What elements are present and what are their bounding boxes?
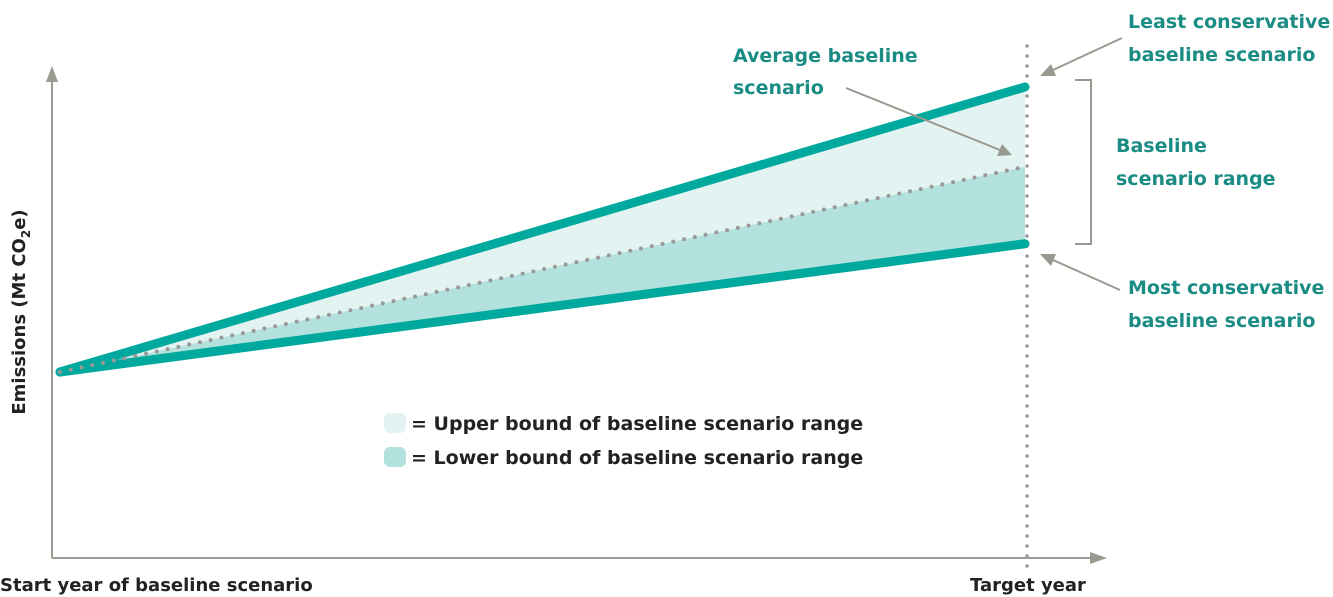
least-conservative-label-line2: baseline scenario [1128, 44, 1315, 66]
legend-lower-text: = Lower bound of baseline scenario range [411, 447, 863, 469]
scenario-range-label-line1: Baseline [1116, 135, 1207, 157]
average-scenario-label-line1: Average baseline [733, 45, 918, 67]
legend-upper-text: = Upper bound of baseline scenario range [411, 413, 863, 435]
average-scenario-label-line2: scenario [733, 77, 824, 99]
legend: = Upper bound of baseline scenario range… [384, 413, 863, 469]
average-scenario-dotted-line [58, 164, 1027, 374]
legend-swatch-lower [384, 447, 406, 467]
legend-swatch-upper [384, 413, 406, 433]
least-conservative-arrowhead [1040, 64, 1056, 76]
y-axis-label-subscript: 2 [19, 230, 33, 238]
average-arrowhead [997, 144, 1012, 156]
baseline-range-bracket [1075, 79, 1092, 245]
least-conservative-label-line1: Least conservative [1128, 11, 1330, 33]
lower-bound-area [60, 166, 1025, 372]
x-axis-end-label: Target year [970, 575, 1086, 596]
y-axis-label-main: Emissions (Mt CO [9, 238, 30, 415]
most-conservative-scenario-line [55, 239, 1030, 377]
y-axis-arrow [46, 66, 58, 82]
least-conservative-arrow [1052, 37, 1123, 71]
y-axis-label: Emissions (Mt CO2e) [9, 209, 33, 414]
most-conservative-arrow [1052, 259, 1121, 291]
most-conservative-label-line2: baseline scenario [1128, 310, 1315, 332]
x-axis-arrow [1090, 552, 1107, 564]
y-axis-label-end: e) [9, 209, 30, 229]
least-conservative-scenario-line [55, 82, 1030, 377]
most-conservative-label-line1: Most conservative [1128, 277, 1324, 299]
x-axis-start-label: Start year of baseline scenario [0, 575, 313, 596]
axes [46, 66, 1107, 564]
most-conservative-arrowhead [1040, 254, 1056, 266]
average-arrow [845, 87, 1001, 151]
scenario-range-label-line2: scenario range [1116, 168, 1276, 190]
annotation-arrows [845, 37, 1123, 291]
